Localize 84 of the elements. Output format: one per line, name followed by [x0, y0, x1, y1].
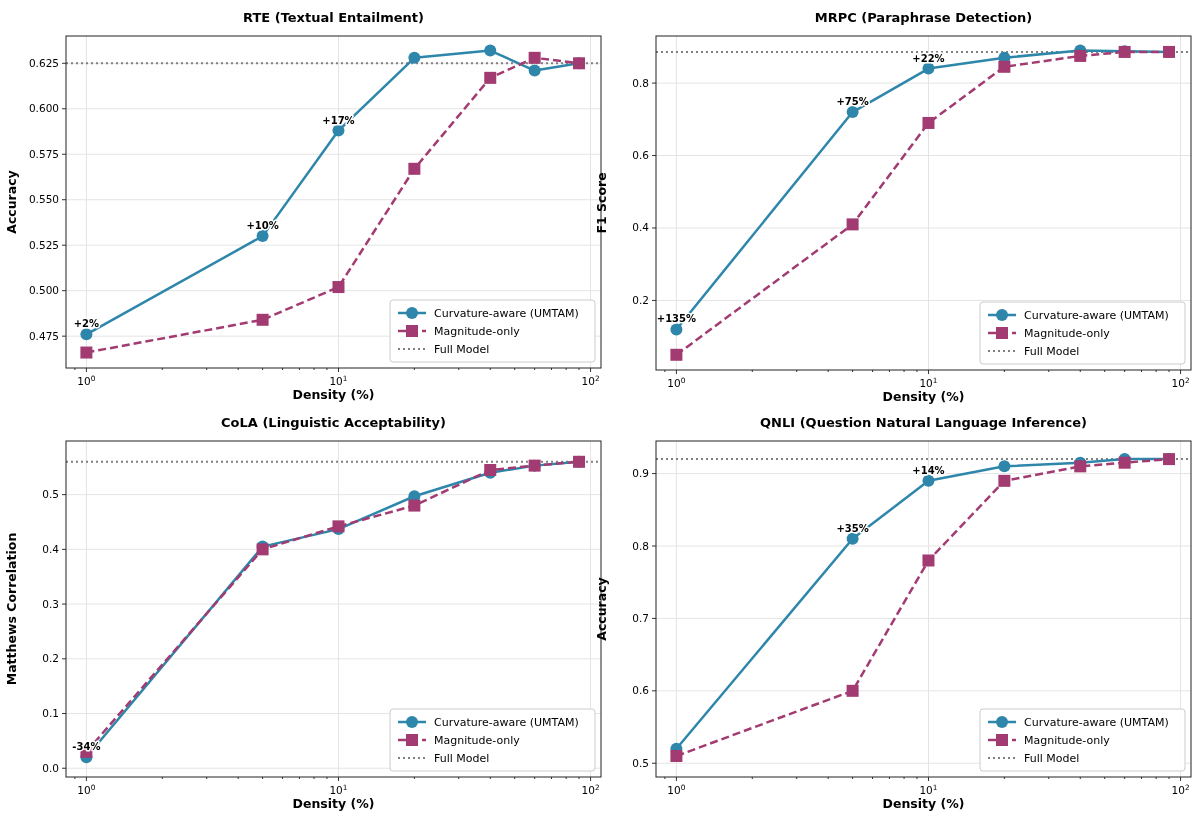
y-tick-label: 0.4 [632, 221, 650, 234]
legend-label: Full Model [1024, 752, 1080, 765]
legend-label: Curvature-aware (UMTAM) [1024, 716, 1169, 729]
y-axis-title: F1 Score [594, 172, 609, 234]
x-tick-label: 10$^{1}$ [329, 373, 348, 387]
x-tick-label: 10$^{2}$ [1171, 782, 1190, 796]
x-axis-title: Density (%) [292, 796, 375, 811]
y-tick-label: 0.5 [632, 756, 649, 769]
y-tick-label: 0.550 [28, 193, 59, 206]
point [1074, 49, 1087, 62]
y-tick-label: 0.600 [28, 102, 59, 115]
point [332, 281, 345, 294]
point [846, 532, 859, 545]
y-tick-label: 0.525 [28, 238, 59, 251]
y-tick-label: 0.6 [632, 149, 650, 162]
x-tick-label: 10$^{0}$ [77, 782, 96, 796]
legend-label: Magnitude-only [434, 325, 521, 338]
x-axis-title: Density (%) [292, 387, 375, 402]
x-tick-label: 10$^{0}$ [667, 375, 686, 389]
point [998, 460, 1011, 473]
legend-label: Curvature-aware (UMTAM) [434, 716, 579, 729]
x-tick-label: 10$^{1}$ [919, 782, 938, 796]
y-tick-label: 0.7 [632, 611, 649, 624]
chart-title: MRPC (Paraphrase Detection) [814, 10, 1033, 25]
point [256, 313, 269, 326]
y-tick-label: 0.1 [42, 707, 59, 720]
legend-label: Full Model [434, 343, 490, 356]
point [922, 554, 935, 567]
annotation: +22% [912, 52, 945, 64]
point [998, 60, 1011, 73]
point [408, 51, 421, 64]
point [846, 684, 859, 697]
x-tick-label: 10$^{1}$ [919, 375, 938, 389]
x-tick-label: 10$^{2}$ [1171, 375, 1190, 389]
x-tick-label: 10$^{0}$ [667, 782, 686, 796]
point [332, 124, 345, 137]
y-tick-label: 0.8 [632, 76, 649, 89]
y-axis-title: Accuracy [594, 577, 609, 641]
y-tick-label: 0.625 [28, 56, 59, 69]
x-tick-label: 10$^{2}$ [581, 782, 600, 796]
point [846, 218, 859, 231]
y-tick-label: 0.0 [42, 761, 59, 774]
point [484, 71, 497, 84]
annotation: +75% [836, 96, 869, 108]
y-tick-label: 0.5 [42, 488, 59, 501]
x-axis-title: Density (%) [882, 389, 965, 404]
point [922, 474, 935, 487]
y-tick-label: 0.2 [42, 652, 59, 665]
y-tick-label: 0.500 [28, 284, 59, 297]
annotation: +2% [73, 318, 100, 330]
x-tick-label: 10$^{0}$ [77, 373, 96, 387]
point [846, 106, 859, 119]
y-tick-label: 0.6 [632, 684, 650, 697]
chart-title: RTE (Textual Entailment) [242, 10, 425, 25]
legend-label: Curvature-aware (UMTAM) [434, 307, 579, 320]
y-tick-label: 0.9 [632, 467, 649, 480]
legend-label: Magnitude-only [434, 734, 521, 747]
x-axis-title: Density (%) [882, 796, 965, 811]
legend-label: Full Model [1024, 345, 1080, 358]
point [484, 44, 497, 57]
legend-label: Curvature-aware (UMTAM) [1024, 309, 1169, 322]
point [256, 230, 269, 243]
chart-title: QNLI (Question Natural Language Inference) [760, 415, 1087, 430]
y-axis-title: Accuracy [4, 170, 19, 234]
y-axis-title: Matthews Correlation [4, 532, 19, 686]
y-tick-label: 0.475 [28, 329, 59, 342]
y-tick-label: 0.8 [632, 539, 649, 552]
point [998, 474, 1011, 487]
y-tick-label: 0.575 [28, 147, 59, 160]
legend-label: Magnitude-only [1024, 734, 1111, 747]
point [408, 499, 421, 512]
annotation: +14% [912, 464, 945, 476]
y-tick-label: 0.2 [632, 293, 649, 306]
point [922, 62, 935, 75]
point [922, 116, 935, 129]
x-tick-label: 10$^{2}$ [581, 373, 600, 387]
y-tick-label: 0.3 [42, 597, 59, 610]
legend-label: Magnitude-only [1024, 327, 1111, 340]
chart-title: CoLA (Linguistic Acceptability) [221, 415, 446, 430]
legend-label: Full Model [434, 752, 490, 765]
point [1074, 460, 1087, 473]
point [408, 162, 421, 175]
x-tick-label: 10$^{1}$ [329, 782, 348, 796]
y-tick-label: 0.4 [42, 542, 60, 555]
